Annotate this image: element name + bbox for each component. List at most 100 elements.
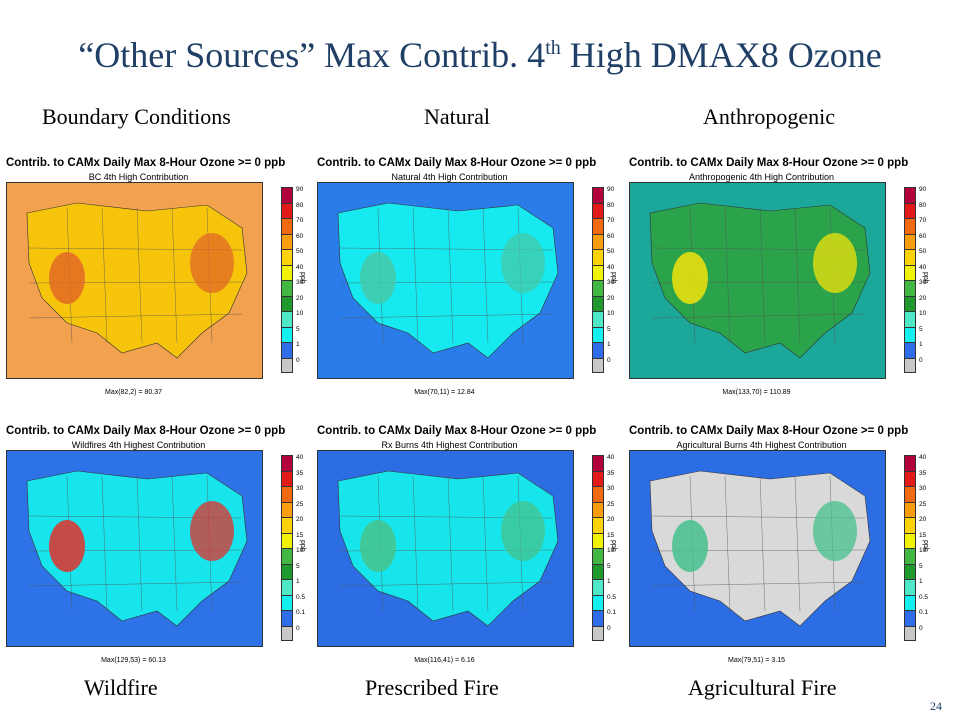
colorbar-tick-label: 50 — [919, 248, 927, 255]
colorbar-swatch — [281, 548, 293, 564]
colorbar-tick-label: 5 — [607, 325, 611, 333]
colorbar-swatch — [592, 218, 604, 234]
colorbar-unit: ppb — [299, 540, 306, 552]
colorbar-swatch — [904, 517, 916, 533]
panel-subtitle: Rx Burns 4th Highest Contribution — [381, 440, 518, 450]
colorbar-tick-label: 0 — [296, 356, 300, 364]
map-land — [649, 202, 871, 359]
colorbar-tick-label: 1 — [919, 341, 923, 348]
colorbar-swatch — [281, 455, 293, 471]
max-label: Max(79,51) = 3.15 — [727, 657, 785, 664]
map-border — [412, 207, 419, 344]
colorbar-tick-label: 40 — [607, 454, 615, 461]
colorbar-tick-label: 70 — [607, 217, 615, 224]
colorbar-tick-label: 40 — [919, 454, 927, 461]
colorbar-swatch — [281, 280, 293, 296]
colorbar-swatch — [904, 280, 916, 296]
colorbar-ticks: 90 80 70 60 50 40 30 20 10 5 1 0 — [296, 186, 304, 373]
colorbar-unit: ppb — [922, 540, 929, 552]
colorbar-swatch — [904, 470, 916, 486]
map-border — [171, 475, 178, 612]
map-land — [26, 470, 248, 627]
map-border — [794, 475, 801, 612]
title-tail: High DMAX8 Ozone — [560, 35, 882, 75]
map-image — [629, 182, 886, 379]
colorbar-swatch — [904, 563, 916, 579]
panel-subtitle: Anthropogenic 4th High Contribution — [688, 172, 835, 182]
map-hotspot — [360, 520, 396, 572]
map-border — [136, 475, 143, 612]
colorbar-tick-label: 20 — [607, 516, 615, 523]
colorbar-swatch — [592, 295, 604, 311]
colorbar-swatch — [592, 187, 604, 203]
colorbar-swatch — [592, 532, 604, 548]
colorbar-swatch — [904, 342, 916, 358]
colorbar-swatch — [904, 202, 916, 218]
colorbar-tick-label: 50 — [296, 248, 304, 255]
map-hotspot — [813, 501, 857, 561]
colorbar-tick-label: 25 — [607, 500, 615, 508]
colorbar-unit: ppb — [922, 272, 929, 284]
colorbar-unit: ppb — [299, 272, 306, 284]
colorbar-swatch — [281, 295, 293, 311]
colorbar-swatch — [281, 532, 293, 548]
colorbar-swatch — [592, 486, 604, 502]
colorbar-tick-label: 0 — [296, 624, 300, 632]
map-border — [101, 475, 108, 612]
colorbar-swatch — [281, 610, 293, 626]
map-land — [26, 202, 248, 359]
panel-subtitle: Natural 4th High Contribution — [391, 172, 508, 182]
colorbar-swatch — [904, 326, 916, 342]
colorbar-tick-label: 0.1 — [296, 609, 306, 616]
colorbar-tick-label: 15 — [607, 531, 615, 539]
colorbar-tick-label: 25 — [296, 500, 304, 508]
colorbar-swatch — [281, 342, 293, 358]
map-hotspot — [672, 520, 708, 572]
page-number: 24 — [930, 699, 942, 713]
colorbar-swatch — [592, 625, 604, 641]
colorbar-tick-label: 50 — [607, 248, 615, 255]
map-land — [649, 470, 871, 627]
colorbar-swatch — [592, 357, 604, 373]
map-border — [651, 313, 866, 319]
colorbar-swatch — [592, 517, 604, 533]
colorbar-unit: ppb — [610, 272, 617, 284]
colorbar-tick-label: 20 — [919, 516, 927, 523]
max-label: Max(70,11) = 12.84 — [414, 389, 475, 396]
colorbar-tick-label: 35 — [296, 469, 304, 477]
colorbar-tick-label: 30 — [296, 279, 304, 286]
colorbar — [592, 455, 604, 641]
colorbar-ticks: 40 35 30 25 20 15 10 5 1 0.5 0.1 0 — [296, 454, 306, 641]
colorbar-swatch — [592, 548, 604, 564]
title-main: “Other Sources” Max Contrib. 4 — [78, 35, 546, 75]
colorbar-tick-label: 60 — [607, 232, 615, 240]
map-land — [337, 202, 559, 359]
colorbar-swatch — [592, 470, 604, 486]
map-border — [447, 207, 454, 344]
colorbar-swatch — [904, 311, 916, 327]
colorbar-swatch — [904, 357, 916, 373]
map-image — [6, 450, 263, 647]
colorbar-tick-label: 15 — [296, 531, 304, 539]
colorbar-tick-label: 0.5 — [919, 593, 929, 601]
colorbar-tick-label: 30 — [296, 485, 304, 492]
map-hotspot — [49, 520, 85, 572]
colorbar-swatch — [592, 233, 604, 249]
colorbar-swatch — [281, 233, 293, 249]
panel-title: Contrib. to CAMx Daily Max 8-Hour Ozone … — [6, 425, 286, 437]
colorbar-tick-label: 70 — [919, 217, 927, 224]
map-border — [339, 581, 554, 587]
colorbar-swatch — [904, 264, 916, 280]
colorbar-tick-label: 10 — [296, 547, 304, 554]
map-hotspot — [190, 233, 234, 293]
panel-anthropogenic: Contrib. to CAMx Daily Max 8-Hour Ozone … — [629, 157, 929, 412]
colorbar-tick-label: 5 — [296, 562, 300, 570]
colorbar-tick-label: 1 — [296, 578, 300, 585]
map-land — [337, 470, 559, 627]
colorbar-tick-label: 30 — [919, 279, 927, 286]
colorbar-tick-label: 40 — [296, 454, 304, 461]
colorbar-swatch — [592, 249, 604, 265]
panel-subtitle: Wildfires 4th Highest Contribution — [71, 440, 206, 450]
caption-boundary-conditions: Boundary Conditions — [42, 104, 231, 129]
panel-title: Contrib. to CAMx Daily Max 8-Hour Ozone … — [6, 157, 286, 169]
